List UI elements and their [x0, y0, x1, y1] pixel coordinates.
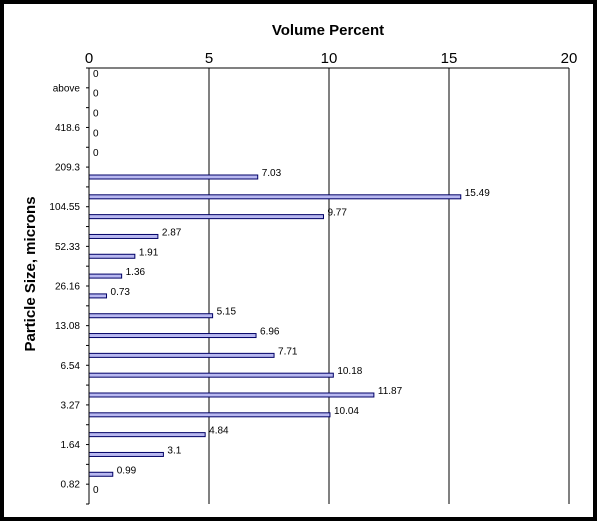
y-tick-label: 209.3	[55, 163, 80, 174]
x-tick-label: 10	[321, 50, 338, 67]
bar	[88, 253, 136, 259]
y-axis-label: Particle Size, microns	[22, 196, 39, 351]
data-label: 11.87	[378, 386, 403, 397]
data-label: 0	[93, 69, 99, 80]
data-label: 0	[93, 128, 99, 139]
data-label: 6.96	[260, 327, 280, 338]
x-tick-label: 15	[441, 50, 458, 67]
bar	[88, 214, 324, 220]
data-label: 0.73	[111, 287, 131, 298]
bar-chart: Volume Percent Particle Size, microns 0 5…	[22, 22, 578, 505]
bar	[88, 333, 257, 339]
bar	[88, 372, 334, 378]
data-label: 2.87	[162, 227, 182, 238]
data-label: 0.99	[117, 465, 137, 476]
data-label: 0	[93, 485, 99, 496]
y-tick-label: 104.55	[49, 202, 80, 213]
bar	[88, 352, 275, 358]
x-tick-labels: 0 5 10 15 20	[85, 50, 578, 67]
y-tick-label: 0.82	[61, 480, 81, 491]
data-labels: 0 0 0 0 0 7.03 15.49 9.77 2.871.91 1.36 0.73 5.15 6.…	[93, 69, 490, 496]
axes	[86, 67, 569, 505]
data-label: 15.49	[465, 188, 490, 199]
chart-title: Volume Percent	[272, 22, 384, 39]
data-label: 0	[93, 148, 99, 159]
data-label: 10.18	[337, 366, 362, 377]
bar	[88, 273, 123, 279]
y-tick-label: 418.6	[55, 123, 80, 134]
data-label: 7.03	[262, 168, 282, 179]
y-tick-label: 13.08	[55, 321, 80, 332]
bar	[88, 233, 159, 239]
data-label: 7.71	[278, 346, 298, 357]
y-tick-label: 3.27	[61, 400, 81, 411]
y-tick-labels: above 418.6 209.3 104.55 52.33 26.16 13.08 6.54…	[49, 83, 80, 490]
data-label: 9.77	[327, 208, 347, 219]
data-label: 1.91	[139, 247, 159, 258]
x-tick-label: 5	[205, 50, 213, 67]
bar	[88, 174, 259, 180]
x-tick-label: 20	[561, 50, 578, 67]
data-label: 4.84	[209, 426, 229, 437]
data-label: 0	[93, 109, 99, 120]
bar	[88, 471, 114, 477]
bar	[88, 412, 331, 418]
bar	[88, 313, 214, 319]
y-tick-label: 1.64	[61, 440, 81, 451]
bar	[88, 392, 375, 398]
chart-frame: Volume Percent Particle Size, microns 0 5…	[4, 4, 593, 517]
data-label: 1.36	[126, 267, 146, 278]
x-tick-label: 0	[85, 50, 93, 67]
bar	[88, 451, 164, 457]
bar	[88, 194, 462, 200]
data-label: 3.1	[167, 445, 181, 456]
gridlines	[208, 68, 570, 504]
bar	[88, 293, 108, 299]
data-label: 5.15	[217, 307, 237, 318]
bar	[88, 432, 206, 438]
y-tick-label: 26.16	[55, 282, 80, 293]
data-label: 0	[93, 89, 99, 100]
data-label: 10.04	[334, 406, 359, 417]
y-tick-label: 6.54	[61, 361, 81, 372]
y-tick-label: above	[53, 83, 81, 94]
y-tick-label: 52.33	[55, 242, 80, 253]
